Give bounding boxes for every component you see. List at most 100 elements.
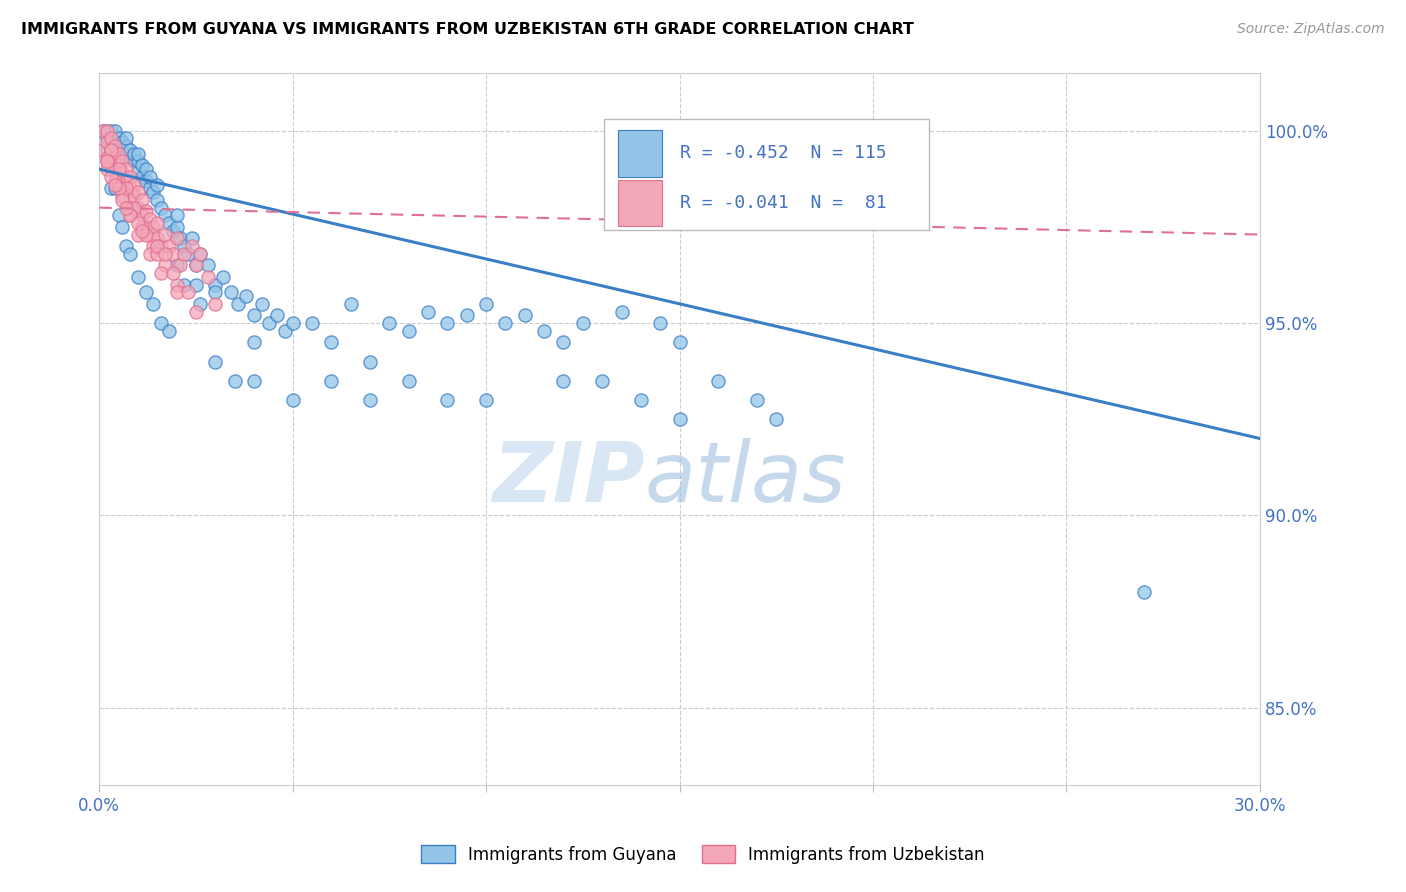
Point xyxy=(157,216,180,230)
Point xyxy=(166,277,188,292)
Point xyxy=(219,285,242,300)
Point xyxy=(572,316,595,330)
Point xyxy=(135,219,157,234)
Point xyxy=(153,208,176,222)
Point xyxy=(630,392,652,407)
Point xyxy=(142,219,165,234)
Point xyxy=(150,316,173,330)
Point xyxy=(184,304,207,318)
Point xyxy=(162,247,184,261)
Point xyxy=(122,189,145,203)
Point xyxy=(188,297,211,311)
Point xyxy=(494,316,516,330)
Point xyxy=(398,324,420,338)
Point xyxy=(111,166,134,180)
Point xyxy=(100,143,122,157)
Point xyxy=(104,162,127,177)
Point xyxy=(115,181,138,195)
Point xyxy=(100,181,122,195)
Point xyxy=(204,285,226,300)
Point xyxy=(456,309,478,323)
Point xyxy=(166,219,188,234)
Point xyxy=(115,174,138,188)
Point xyxy=(166,285,188,300)
Point xyxy=(115,146,138,161)
Point xyxy=(104,135,127,149)
Point xyxy=(181,239,204,253)
Point xyxy=(181,231,204,245)
Point xyxy=(204,354,226,368)
FancyBboxPatch shape xyxy=(605,120,929,229)
Point xyxy=(120,247,142,261)
Point xyxy=(610,304,633,318)
Text: R = -0.041  N =  81: R = -0.041 N = 81 xyxy=(679,194,886,212)
Point xyxy=(96,151,118,165)
Point xyxy=(166,208,188,222)
Point xyxy=(91,124,114,138)
Point xyxy=(169,231,191,245)
Point xyxy=(104,124,127,138)
Point xyxy=(533,324,555,338)
Point xyxy=(127,162,149,177)
Point xyxy=(100,154,122,169)
Point xyxy=(668,335,690,350)
Point xyxy=(166,231,188,245)
Text: R = -0.452  N = 115: R = -0.452 N = 115 xyxy=(679,145,886,162)
Point xyxy=(153,247,176,261)
Point xyxy=(120,151,142,165)
Legend: Immigrants from Guyana, Immigrants from Uzbekistan: Immigrants from Guyana, Immigrants from … xyxy=(415,838,991,871)
Point xyxy=(120,208,142,222)
Point xyxy=(122,201,145,215)
Point xyxy=(378,316,401,330)
Point xyxy=(138,181,160,195)
Point xyxy=(96,154,118,169)
Bar xyxy=(619,130,662,177)
Point xyxy=(475,297,498,311)
Point xyxy=(553,374,575,388)
Point xyxy=(243,335,266,350)
Point xyxy=(146,231,169,245)
Point xyxy=(115,139,138,153)
Text: Source: ZipAtlas.com: Source: ZipAtlas.com xyxy=(1237,22,1385,37)
Point xyxy=(135,227,157,242)
Point xyxy=(127,269,149,284)
Point xyxy=(111,193,134,207)
Point xyxy=(416,304,439,318)
Point xyxy=(107,162,129,177)
Point xyxy=(197,258,219,272)
Point xyxy=(91,143,114,157)
Text: ZIP: ZIP xyxy=(492,438,645,519)
Point xyxy=(204,277,226,292)
Point xyxy=(153,227,176,242)
Point xyxy=(591,374,613,388)
Point xyxy=(107,169,129,184)
Point xyxy=(475,392,498,407)
Point xyxy=(150,201,173,215)
Point xyxy=(146,178,169,192)
Point xyxy=(173,277,195,292)
Point xyxy=(359,354,381,368)
Point xyxy=(162,266,184,280)
Point xyxy=(142,297,165,311)
Point xyxy=(135,162,157,177)
Point xyxy=(115,201,138,215)
Point xyxy=(197,269,219,284)
Point xyxy=(177,247,200,261)
Point xyxy=(111,219,134,234)
Point xyxy=(111,181,134,195)
Point xyxy=(157,324,180,338)
Point xyxy=(321,335,343,350)
Point xyxy=(150,239,173,253)
Point xyxy=(243,374,266,388)
Point xyxy=(120,143,142,157)
Point xyxy=(131,208,153,222)
Point xyxy=(138,227,160,242)
Point xyxy=(100,143,122,157)
Point xyxy=(111,135,134,149)
Point xyxy=(142,186,165,200)
Point xyxy=(100,162,122,177)
Point xyxy=(104,143,127,157)
Point xyxy=(107,158,129,172)
Point xyxy=(127,227,149,242)
Point xyxy=(668,412,690,426)
